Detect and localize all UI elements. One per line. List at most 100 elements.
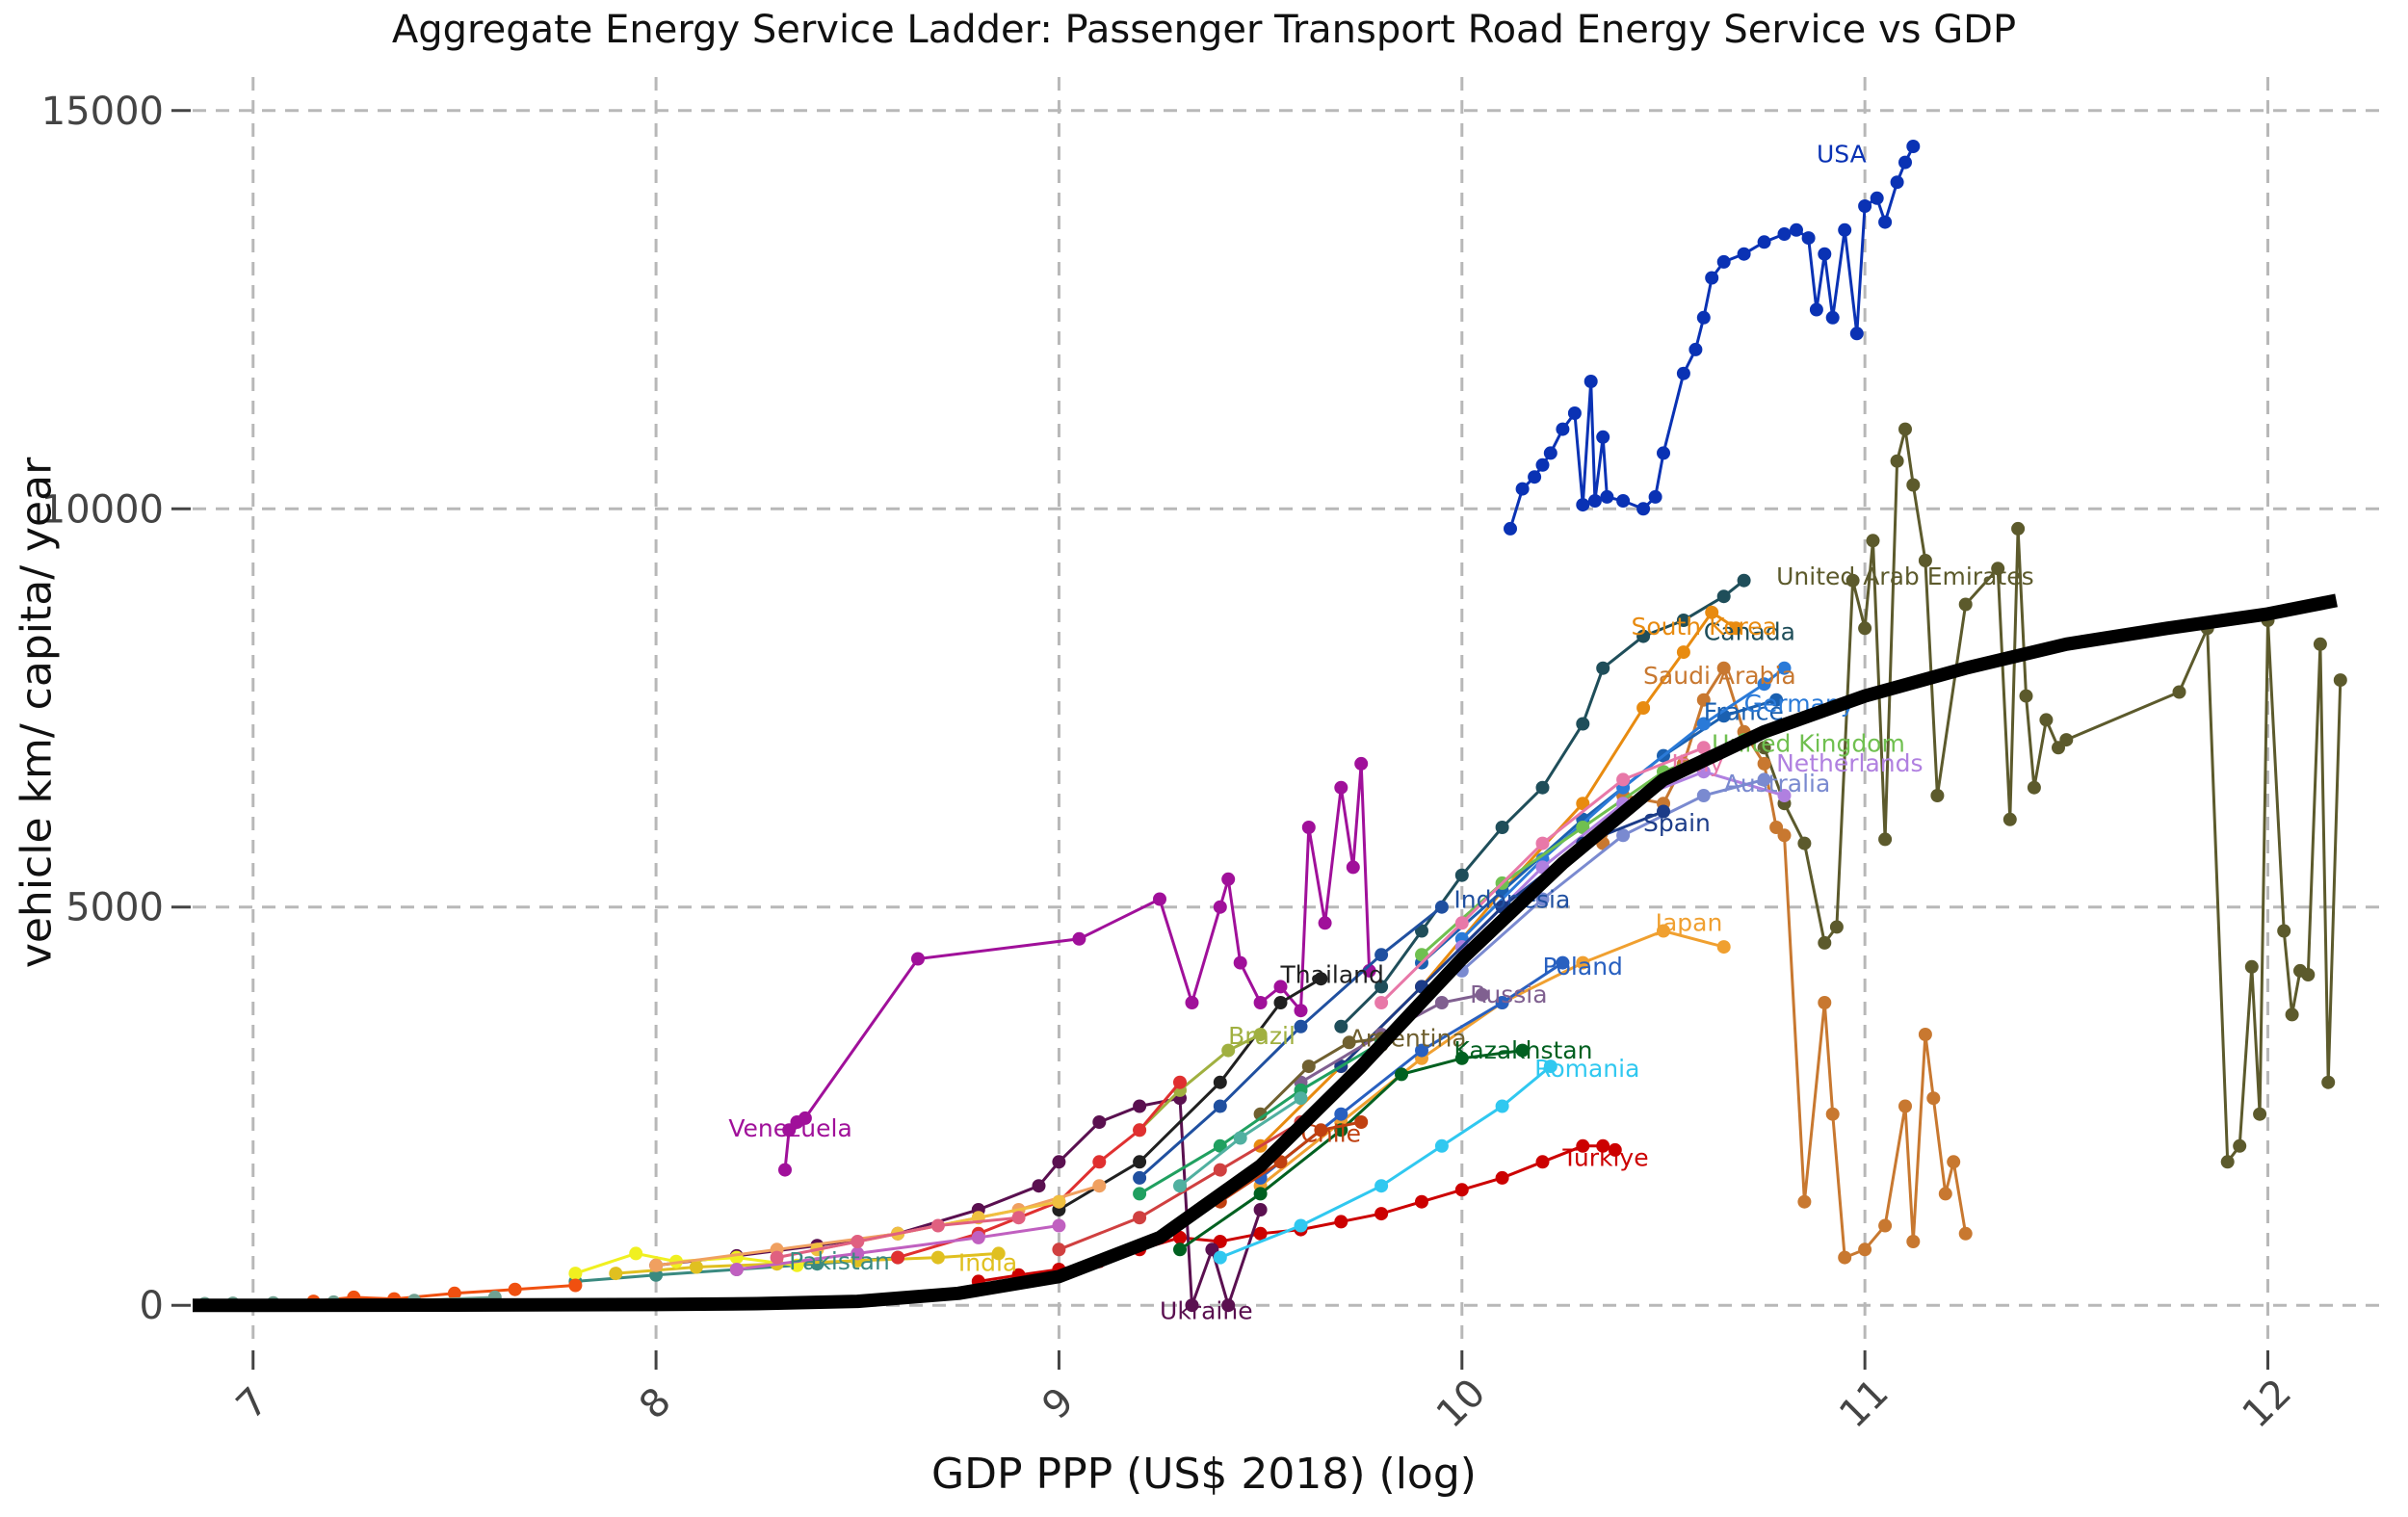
data-point: [568, 1267, 583, 1281]
data-point: [1153, 892, 1166, 906]
data-point: [930, 1218, 945, 1233]
x-tick-label: 7: [228, 1379, 277, 1428]
data-point: [1584, 375, 1598, 388]
data-point: [1133, 1123, 1147, 1138]
data-point: [1838, 222, 1852, 237]
data-point: [1769, 693, 1784, 707]
series-lines: [197, 140, 2347, 1313]
data-point: [1221, 1043, 1236, 1058]
series-line: [1218, 1120, 1362, 1203]
data-point: [1616, 828, 1631, 843]
data-point: [2285, 1007, 2299, 1022]
data-point: [1657, 924, 1670, 938]
data-point: [508, 1282, 522, 1296]
data-point: [1454, 1051, 1469, 1065]
data-point: [1273, 980, 1288, 994]
x-tick-label: 12: [2235, 1371, 2301, 1437]
data-point: [1213, 1250, 1227, 1265]
data-point: [1906, 140, 1921, 153]
data-point: [1504, 521, 1517, 536]
data-point: [2172, 685, 2186, 699]
series-united-arab-emirates: [1757, 422, 2347, 1169]
data-point: [1757, 677, 1771, 692]
data-point: [1696, 789, 1711, 802]
data-point: [1253, 1226, 1268, 1241]
series-label: Pakistan: [789, 1247, 890, 1275]
data-point: [1535, 780, 1550, 795]
data-point: [1415, 1194, 1428, 1209]
series-label: Netherlands: [1776, 749, 1923, 777]
data-point: [1757, 756, 1771, 771]
data-point: [1938, 1187, 1952, 1201]
data-point: [1173, 1242, 1187, 1257]
data-point: [1495, 821, 1509, 834]
data-point: [1818, 996, 1832, 1009]
data-point: [930, 1250, 945, 1265]
data-point: [1737, 573, 1751, 588]
data-point: [1213, 1138, 1227, 1153]
data-point: [1716, 661, 1731, 675]
data-point: [1676, 645, 1690, 660]
data-point: [851, 1235, 865, 1248]
data-point: [1587, 494, 1602, 508]
series-south-korea: [1334, 573, 1751, 1033]
data-point: [1576, 717, 1590, 731]
data-point: [1354, 756, 1369, 771]
data-point: [1777, 661, 1792, 675]
data-point: [1334, 1107, 1348, 1121]
data-point: [1294, 1004, 1308, 1018]
data-point: [1890, 175, 1904, 190]
x-tick-label: 11: [1831, 1371, 1898, 1437]
data-point: [1528, 470, 1542, 484]
x-tick-label: 8: [631, 1379, 680, 1428]
data-point: [1233, 1131, 1247, 1145]
data-point: [1947, 1155, 1961, 1169]
data-point: [1608, 1142, 1622, 1157]
series-line: [1340, 579, 1745, 1028]
data-point: [1334, 780, 1348, 795]
data-point: [2220, 1155, 2235, 1169]
chart-title: Aggregate Energy Service Ladder: Passeng…: [391, 8, 2017, 52]
series-label: United Arab Emirates: [1776, 562, 2034, 590]
data-point: [1825, 310, 1840, 325]
series-label: Thailand: [1280, 960, 1384, 988]
series-line: [1179, 1049, 1523, 1251]
data-point: [2301, 968, 2316, 981]
data-point: [1676, 366, 1690, 380]
data-point: [1616, 494, 1631, 508]
data-point: [1716, 254, 1731, 269]
data-point: [1434, 1138, 1449, 1153]
data-point: [1052, 1155, 1066, 1169]
data-point: [729, 1263, 744, 1276]
data-point: [2039, 713, 2054, 727]
data-point: [2233, 1138, 2247, 1153]
data-point: [798, 1111, 812, 1125]
data-point: [1495, 996, 1509, 1009]
series-label: Spain: [1643, 809, 1711, 837]
data-point: [1576, 498, 1590, 512]
data-point: [1648, 489, 1662, 504]
data-point: [1535, 892, 1550, 906]
data-point: [568, 1278, 583, 1293]
data-point: [1716, 940, 1731, 955]
data-point: [2011, 521, 2026, 536]
data-point: [1818, 935, 1832, 950]
data-point: [609, 1267, 623, 1281]
data-point: [1858, 199, 1872, 213]
series-label: Brazil: [1228, 1022, 1296, 1050]
series-romania: [1213, 1059, 1557, 1265]
data-point: [1926, 1091, 1941, 1106]
data-point: [1535, 458, 1550, 472]
series-line: [313, 1284, 576, 1303]
data-point: [1133, 1155, 1147, 1169]
data-point: [1374, 1179, 1389, 1193]
data-point: [1809, 302, 1823, 317]
data-point: [1395, 1067, 1408, 1082]
data-point: [1213, 1163, 1227, 1177]
data-point: [1221, 1298, 1236, 1313]
data-point: [1221, 872, 1236, 886]
data-point: [649, 1258, 664, 1272]
data-point: [1495, 1170, 1509, 1185]
data-point: [2019, 689, 2033, 703]
